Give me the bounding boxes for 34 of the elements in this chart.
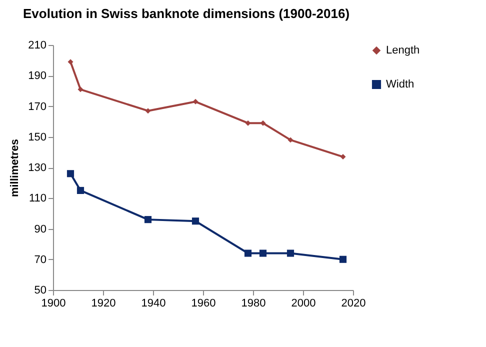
point [286, 250, 294, 257]
point [339, 256, 347, 263]
x-tick-label: 2000 [291, 298, 316, 310]
x-tick-label: 1960 [191, 298, 216, 310]
point [259, 250, 267, 257]
point [145, 108, 151, 114]
legend-label: Width [386, 78, 414, 90]
y-tick-label: 190 [28, 70, 46, 82]
chart-title: Evolution in Swiss banknote dimensions (1900-2016) [23, 6, 350, 21]
y-tick-label: 50 [34, 284, 46, 296]
point [288, 137, 294, 143]
x-tick-label: 1900 [41, 298, 66, 310]
x-tick-label: 1980 [241, 298, 266, 310]
point [340, 154, 346, 160]
point [66, 170, 74, 178]
point [192, 218, 200, 225]
y-tick-label: 90 [34, 223, 46, 236]
legend-label: Length [386, 44, 420, 56]
y-axis-title: millimetres [9, 138, 22, 198]
y-tick-label: 70 [34, 254, 46, 266]
y-tick-label: 110 [28, 192, 46, 205]
y-tick-label: 150 [28, 131, 46, 144]
x-tick-label: 1940 [141, 298, 166, 310]
y-tick-label: 170 [28, 100, 46, 113]
point [244, 250, 252, 257]
point [78, 86, 84, 92]
point [192, 98, 198, 104]
x-tick-label: 1920 [91, 298, 116, 310]
point [144, 216, 152, 224]
point [68, 59, 74, 65]
x-tick-label: 2020 [341, 298, 366, 310]
y-tick-label: 130 [28, 162, 46, 174]
point [76, 186, 84, 194]
y-tick-label: 210 [28, 40, 46, 52]
